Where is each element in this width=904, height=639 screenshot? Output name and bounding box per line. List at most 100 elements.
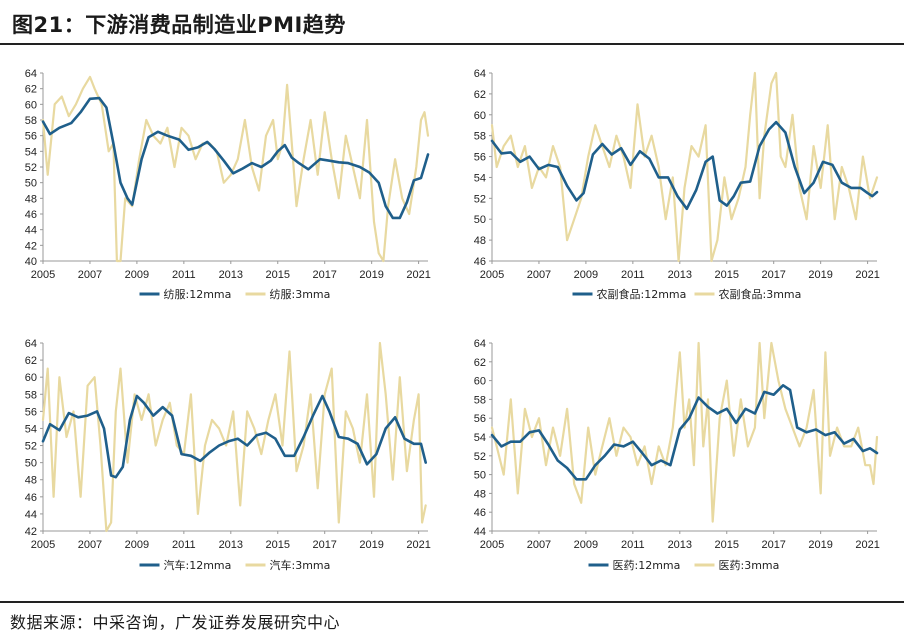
y-tick-label: 58	[25, 115, 37, 127]
series-line-12mma	[41, 394, 428, 479]
y-tick-label: 64	[474, 338, 486, 350]
y-tick-label: 56	[25, 406, 37, 418]
x-tick-label: 2017	[761, 269, 785, 281]
x-tick-label: 2007	[78, 539, 102, 551]
series-line-12mma	[41, 96, 430, 220]
series-line-12mma	[490, 120, 879, 211]
y-tick-label: 50	[474, 470, 486, 482]
y-tick-label: 58	[474, 131, 486, 143]
y-tick-label: 54	[25, 423, 37, 435]
x-tick-label: 2007	[527, 539, 551, 551]
series-line-3mma	[41, 341, 427, 533]
bottom-divider	[0, 601, 904, 603]
legend-label-12mma: 汽车:12mma	[164, 558, 232, 572]
x-tick-label: 2011	[621, 539, 645, 551]
legend-label-3mma: 纺服:3mma	[270, 287, 331, 301]
y-tick-label: 56	[474, 413, 486, 425]
y-tick-label: 50	[25, 458, 37, 470]
x-tick-label: 2021	[855, 269, 879, 281]
series-line-3mma	[490, 341, 879, 523]
x-tick-label: 2011	[172, 539, 196, 551]
x-tick-label: 2005	[31, 539, 55, 551]
y-tick-label: 60	[474, 376, 486, 388]
source-note: 数据来源：中采咨询，广发证券发展研究中心	[10, 613, 341, 632]
y-tick-label: 44	[474, 526, 486, 538]
x-tick-label: 2011	[172, 269, 196, 281]
x-tick-label: 2019	[808, 269, 832, 281]
y-tick-label: 62	[25, 355, 37, 367]
y-tick-label: 48	[474, 235, 486, 247]
legend-label-3mma: 汽车:3mma	[270, 558, 331, 572]
y-tick-label: 48	[25, 193, 37, 205]
x-tick-label: 2007	[78, 269, 102, 281]
y-tick-label: 46	[474, 256, 486, 268]
x-tick-label: 2017	[312, 539, 336, 551]
x-tick-label: 2009	[574, 539, 598, 551]
y-tick-label: 42	[25, 240, 37, 252]
legend-label-3mma: 医药:3mma	[719, 559, 780, 572]
y-tick-label: 48	[25, 475, 37, 487]
x-tick-label: 2015	[715, 269, 739, 281]
y-tick-label: 62	[25, 84, 37, 96]
y-tick-label: 52	[474, 193, 486, 205]
y-tick-label: 40	[25, 256, 37, 268]
y-tick-label: 64	[25, 68, 37, 80]
x-tick-label: 2013	[219, 539, 243, 551]
legend-label-12mma: 农副食品:12mma	[597, 287, 687, 301]
x-tick-label: 2017	[312, 269, 336, 281]
y-tick-label: 52	[474, 451, 486, 463]
x-tick-label: 2009	[574, 269, 598, 281]
page-title: 图21：下游消费品制造业PMI趋势	[12, 13, 346, 37]
x-tick-label: 2009	[125, 539, 149, 551]
x-tick-label: 2017	[761, 539, 785, 551]
y-tick-label: 56	[25, 131, 37, 143]
legend-label-12mma: 纺服:12mma	[164, 287, 232, 301]
y-tick-label: 62	[474, 357, 486, 369]
y-tick-label: 46	[25, 209, 37, 221]
y-tick-label: 50	[474, 214, 486, 226]
y-tick-label: 42	[25, 526, 37, 538]
x-tick-label: 2021	[406, 539, 430, 551]
y-tick-label: 50	[25, 178, 37, 190]
y-tick-label: 60	[25, 372, 37, 384]
legend-label-3mma: 农副食品:3mma	[719, 287, 802, 301]
x-tick-label: 2013	[668, 539, 692, 551]
chart-panel-3: 42 44 46 48 50 52 54 56 58 60 62 64 2005 2007 2009 2011…	[25, 338, 431, 572]
y-tick-label: 46	[25, 492, 37, 504]
x-tick-label: 2015	[266, 269, 290, 281]
y-tick-label: 44	[25, 509, 37, 521]
y-tick-label: 46	[474, 507, 486, 519]
legend-label-12mma: 医药:12mma	[613, 559, 681, 572]
y-tick-label: 60	[25, 99, 37, 111]
y-tick-label: 54	[474, 432, 486, 444]
x-tick-label: 2021	[406, 269, 430, 281]
chart-panels: 40 42 44 46 48 50 52 54 56 58 60 62 64 2005 2007 2009 20…	[25, 68, 880, 572]
y-tick-label: 62	[474, 89, 486, 101]
x-tick-label: 2005	[31, 269, 55, 281]
y-tick-label: 54	[25, 146, 37, 158]
y-tick-label: 60	[474, 110, 486, 122]
chart-panel-4: 44 46 48 50 52 54 56 58 60 62 64 2005 2007 2009 2011 20…	[474, 338, 880, 572]
y-tick-label: 48	[474, 488, 486, 500]
y-tick-label: 52	[25, 162, 37, 174]
x-tick-label: 2019	[359, 539, 383, 551]
y-tick-label: 54	[474, 172, 486, 184]
x-tick-label: 2019	[808, 539, 832, 551]
x-tick-label: 2015	[266, 539, 290, 551]
chart-panel-2: 46 48 50 52 54 56 58 60 62 64 2005 2007 2009 2011 2013…	[474, 68, 880, 301]
x-tick-label: 2015	[715, 539, 739, 551]
series-line-3mma	[41, 75, 430, 263]
x-tick-label: 2005	[480, 539, 504, 551]
y-tick-label: 44	[25, 225, 37, 237]
x-tick-label: 2005	[480, 269, 504, 281]
top-divider	[0, 43, 904, 45]
x-tick-label: 2011	[621, 269, 645, 281]
x-tick-label: 2021	[855, 539, 879, 551]
y-tick-label: 58	[474, 394, 486, 406]
series-line-3mma	[490, 71, 879, 263]
y-tick-label: 58	[25, 389, 37, 401]
x-tick-label: 2007	[527, 269, 551, 281]
x-tick-label: 2013	[668, 269, 692, 281]
x-tick-label: 2019	[359, 269, 383, 281]
y-tick-label: 52	[25, 441, 37, 453]
